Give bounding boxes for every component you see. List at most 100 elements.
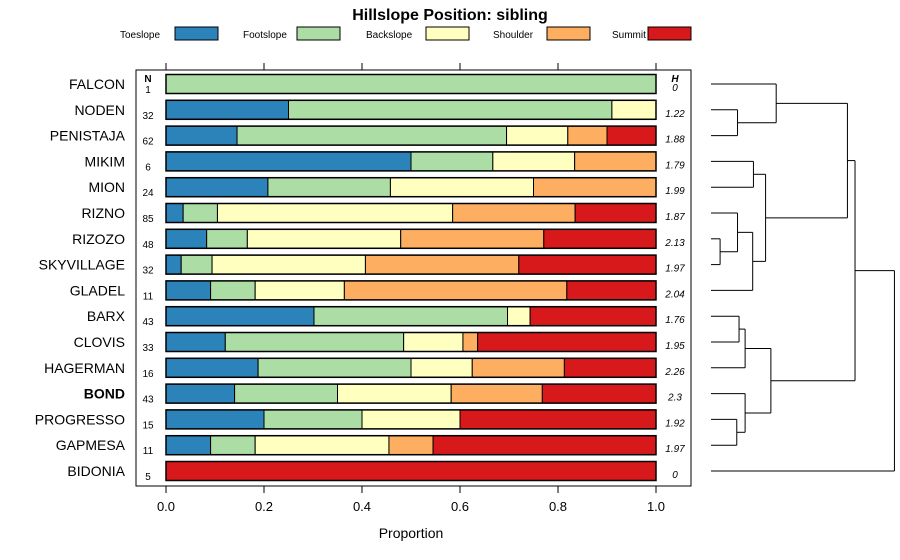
bar-outline-hagerman: [165, 357, 657, 379]
legend-label-backslope: Backslope: [366, 30, 413, 41]
bar-rizno-footslope: [182, 203, 218, 223]
row-name-noden: NODEN: [74, 102, 125, 118]
bar-gapmesa-backslope: [254, 435, 390, 456]
row-name-mikim: MIKIM: [85, 153, 125, 169]
bar-skyvillage-summit: [518, 254, 657, 275]
row-n-noden: 32: [142, 111, 154, 122]
legend-label-shoulder: Shoulder: [493, 30, 534, 41]
legend-swatch-summit: [647, 26, 692, 41]
x-tick-label-1: 0.2: [255, 499, 273, 514]
row-h-noden: 1.22: [665, 109, 685, 120]
bar-clovis-toeslope: [165, 332, 226, 352]
row-n-skyvillage: 32: [142, 266, 154, 277]
bar-outline-penistaja: [165, 125, 657, 146]
bar-outline-barx: [165, 305, 657, 327]
row-n-gladel: 11: [143, 291, 154, 302]
bar-hagerman-footslope: [257, 357, 412, 378]
row-h-bidonia: 0: [672, 470, 678, 481]
bar-noden-toeslope: [165, 99, 289, 120]
row-h-gladel: 2.04: [664, 289, 685, 300]
row-name-gapmesa: GAPMESA: [56, 437, 126, 453]
bar-mion-toeslope: [165, 177, 269, 198]
row-name-penistaja: PENISTAJA: [50, 128, 126, 144]
x-tick-label-0: 0.0: [157, 499, 175, 514]
bar-outline-falcon: [165, 73, 657, 95]
row-n-mion: 24: [142, 188, 154, 199]
bar-rizozo-footslope: [206, 228, 248, 249]
bar-barx-footslope: [313, 306, 509, 327]
legend-label-footslope: Footslope: [243, 30, 287, 41]
bar-barx-backslope: [507, 306, 531, 327]
bar-falcon-footslope: [165, 74, 657, 94]
legend-swatch-shoulder: [546, 26, 591, 41]
row-n-rizozo: 48: [142, 240, 154, 251]
row-h-rizno: 1.87: [665, 212, 685, 223]
bar-clovis-summit: [477, 332, 657, 352]
chart-title: Hillslope Position: sibling: [352, 7, 548, 24]
row-name-bond: BOND: [84, 386, 125, 402]
x-axis-label: Proportion: [379, 525, 444, 541]
bar-bond-backslope: [337, 383, 452, 404]
row-h-mikim: 1.79: [665, 160, 685, 171]
bar-clovis-backslope: [403, 332, 464, 352]
bar-noden-backslope: [611, 99, 657, 120]
row-n-gapmesa: 11: [143, 446, 154, 457]
bar-hagerman-backslope: [410, 357, 473, 378]
row-name-bidonia: BIDONIA: [67, 463, 125, 479]
bar-rizozo-summit: [543, 228, 657, 249]
row-n-bond: 43: [142, 395, 154, 406]
bar-rizozo-shoulder: [400, 228, 545, 249]
x-tick-label-2: 0.4: [353, 499, 371, 514]
row-h-gapmesa: 1.97: [665, 444, 685, 455]
bar-mion-footslope: [267, 177, 391, 198]
bar-bond-summit: [541, 383, 657, 404]
legend-swatch-footslope: [296, 26, 341, 41]
legend-label-summit: Summit: [612, 30, 646, 41]
legend-label-toeslope: Toeslope: [120, 30, 160, 41]
legend-swatch-backslope: [425, 26, 470, 41]
row-name-clovis: CLOVIS: [74, 334, 125, 350]
n-header: N: [144, 74, 151, 85]
bar-barx-toeslope: [165, 306, 315, 327]
bar-bond-shoulder: [450, 383, 543, 404]
bar-hagerman-toeslope: [165, 357, 259, 378]
row-name-falcon: FALCON: [69, 76, 125, 92]
bar-penistaja-shoulder: [567, 125, 608, 146]
bar-penistaja-footslope: [236, 125, 508, 146]
bar-gapmesa-summit: [432, 435, 657, 456]
row-n-barx: 43: [142, 317, 154, 328]
bar-gapmesa-footslope: [210, 435, 256, 456]
row-name-barx: BARX: [87, 308, 126, 324]
row-n-hagerman: 16: [142, 369, 154, 380]
bar-gapmesa-toeslope: [165, 435, 212, 456]
bar-mikim-backslope: [492, 151, 576, 172]
bar-outline-skyvillage: [165, 254, 657, 275]
bar-gladel-summit: [566, 280, 657, 301]
bar-hagerman-shoulder: [471, 357, 565, 378]
row-h-mion: 1.99: [665, 186, 685, 197]
bar-outline-rizno: [165, 202, 657, 224]
row-name-skyvillage: SKYVILLAGE: [39, 257, 125, 273]
row-n-clovis: 33: [142, 343, 154, 354]
bar-outline-mikim: [165, 151, 657, 172]
bar-progresso-summit: [459, 409, 657, 430]
bar-bond-footslope: [234, 383, 339, 404]
bar-hagerman-summit: [563, 357, 657, 378]
row-labels: FALCON 1 0 NODEN 32 1.22 PENISTAJA 62 1.88 MIKIM 6…: [35, 76, 685, 483]
bar-gladel-backslope: [254, 280, 345, 301]
row-h-clovis: 1.95: [665, 341, 685, 352]
legend: Toeslope Footslope Backslope Shoulder Summit: [120, 26, 692, 41]
h-header: H: [671, 74, 679, 85]
bar-gapmesa-shoulder: [388, 435, 434, 456]
row-name-gladel: GLADEL: [70, 282, 125, 298]
row-n-mikim: 6: [145, 162, 151, 173]
bar-penistaja-summit: [606, 125, 657, 146]
bar-rizozo-toeslope: [165, 228, 208, 249]
row-n-rizno: 85: [142, 214, 154, 225]
bar-clovis-shoulder: [462, 332, 479, 352]
bar-outline-gladel: [165, 280, 657, 301]
bar-outline-bidonia: [165, 460, 657, 482]
row-name-rizozo: RIZOZO: [72, 231, 125, 247]
row-name-mion: MION: [88, 179, 125, 195]
bar-mion-shoulder: [533, 177, 657, 198]
